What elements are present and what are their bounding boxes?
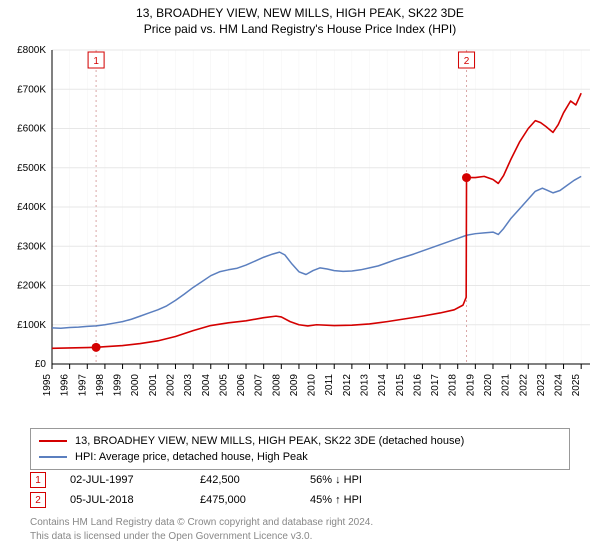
svg-text:2000: 2000: [130, 374, 141, 397]
legend-row: 13, BROADHEY VIEW, NEW MILLS, HIGH PEAK,…: [39, 433, 561, 449]
svg-text:2018: 2018: [448, 374, 459, 397]
svg-text:1999: 1999: [113, 374, 124, 397]
svg-text:2015: 2015: [395, 374, 406, 397]
svg-text:2006: 2006: [236, 374, 247, 397]
sale-marker-box: 2: [30, 492, 46, 508]
svg-text:2016: 2016: [412, 374, 423, 397]
svg-text:2019: 2019: [465, 374, 476, 397]
legend: 13, BROADHEY VIEW, NEW MILLS, HIGH PEAK,…: [30, 428, 570, 470]
sale-delta: 56% ↓ HPI: [310, 474, 430, 486]
svg-text:2003: 2003: [183, 374, 194, 397]
svg-text:2009: 2009: [289, 374, 300, 397]
attribution: Contains HM Land Registry data © Crown c…: [30, 516, 570, 543]
svg-text:2: 2: [464, 56, 470, 67]
svg-text:1: 1: [93, 56, 99, 67]
svg-text:2001: 2001: [148, 374, 159, 397]
svg-text:£400K: £400K: [17, 202, 46, 213]
svg-text:£0: £0: [35, 359, 47, 370]
svg-text:£600K: £600K: [17, 124, 46, 135]
legend-swatch: [39, 440, 67, 442]
sale-delta: 45% ↑ HPI: [310, 494, 430, 506]
sales-table: 1 02-JUL-1997 £42,500 56% ↓ HPI 2 05-JUL…: [30, 470, 570, 510]
attribution-line: Contains HM Land Registry data © Crown c…: [30, 516, 570, 530]
svg-text:2017: 2017: [430, 374, 441, 397]
svg-text:£200K: £200K: [17, 281, 46, 292]
svg-text:£100K: £100K: [17, 320, 46, 331]
sale-price: £42,500: [200, 474, 310, 486]
svg-text:1998: 1998: [95, 374, 106, 397]
sale-price: £475,000: [200, 494, 310, 506]
svg-text:1997: 1997: [77, 374, 88, 397]
svg-text:2021: 2021: [501, 374, 512, 397]
svg-text:2002: 2002: [165, 374, 176, 397]
sale-row: 1 02-JUL-1997 £42,500 56% ↓ HPI: [30, 470, 570, 490]
svg-text:£500K: £500K: [17, 163, 46, 174]
svg-text:1995: 1995: [42, 374, 53, 397]
legend-label: HPI: Average price, detached house, High…: [75, 451, 308, 463]
sale-marker-box: 1: [30, 472, 46, 488]
svg-text:2020: 2020: [483, 374, 494, 397]
svg-text:2013: 2013: [360, 374, 371, 397]
svg-text:£700K: £700K: [17, 84, 46, 95]
attribution-line: This data is licensed under the Open Gov…: [30, 530, 570, 544]
svg-text:2025: 2025: [571, 374, 582, 397]
svg-text:2012: 2012: [342, 374, 353, 397]
sale-row: 2 05-JUL-2018 £475,000 45% ↑ HPI: [30, 490, 570, 510]
svg-text:£800K: £800K: [17, 45, 46, 56]
svg-text:1996: 1996: [60, 374, 71, 397]
title-sub: Price paid vs. HM Land Registry's House …: [0, 22, 600, 36]
legend-row: HPI: Average price, detached house, High…: [39, 449, 561, 465]
svg-text:2022: 2022: [518, 374, 529, 397]
legend-swatch: [39, 456, 67, 458]
chart-area: £0 £100K £200K £300K £400K £500K £600K £700K £80…: [0, 44, 600, 424]
svg-text:2005: 2005: [218, 374, 229, 397]
title-main: 13, BROADHEY VIEW, NEW MILLS, HIGH PEAK,…: [0, 6, 600, 20]
svg-text:2011: 2011: [324, 374, 335, 396]
svg-text:2010: 2010: [307, 374, 318, 397]
svg-text:2014: 2014: [377, 374, 388, 397]
svg-text:2007: 2007: [254, 374, 265, 397]
sale-date: 05-JUL-2018: [70, 494, 200, 506]
svg-text:£300K: £300K: [17, 241, 46, 252]
sale-date: 02-JUL-1997: [70, 474, 200, 486]
svg-text:2023: 2023: [536, 374, 547, 397]
svg-text:2004: 2004: [201, 374, 212, 397]
svg-text:2024: 2024: [554, 374, 565, 397]
legend-label: 13, BROADHEY VIEW, NEW MILLS, HIGH PEAK,…: [75, 435, 464, 447]
svg-text:2008: 2008: [271, 374, 282, 397]
chart-titles: 13, BROADHEY VIEW, NEW MILLS, HIGH PEAK,…: [0, 0, 600, 36]
